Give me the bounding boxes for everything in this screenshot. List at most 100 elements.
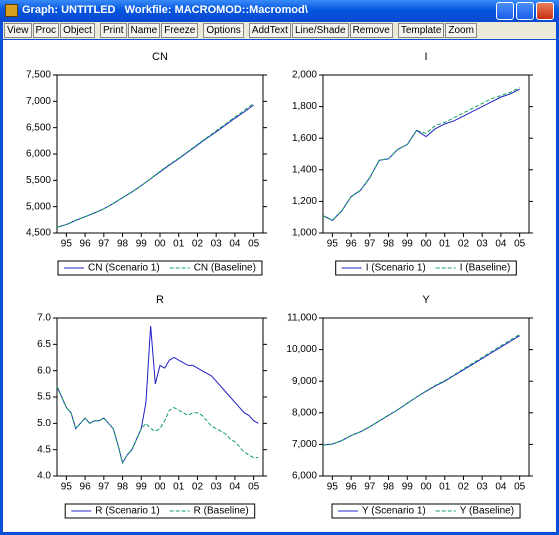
x-tick-label: 97 — [98, 239, 110, 250]
x-tick-label: 05 — [514, 482, 526, 493]
legend-label: I (Scenario 1) — [366, 263, 426, 274]
x-tick-label: 03 — [477, 239, 489, 250]
y-tick-label: 7,500 — [26, 70, 51, 81]
x-tick-label: 02 — [192, 239, 204, 250]
toolbar-button[interactable]: Line/Shade — [291, 23, 349, 38]
close-button[interactable] — [536, 2, 554, 20]
toolbar-button[interactable]: Object — [60, 23, 95, 38]
legend-label: CN (Baseline) — [194, 263, 256, 274]
x-tick-label: 04 — [229, 482, 241, 493]
x-tick-label: 00 — [420, 482, 432, 493]
series-line — [322, 87, 520, 221]
y-tick-label: 9,000 — [292, 376, 317, 387]
x-tick-label: 95 — [61, 239, 73, 250]
legend-label: Y (Scenario 1) — [362, 506, 426, 517]
x-tick-label: 04 — [229, 239, 241, 250]
x-tick-label: 00 — [154, 482, 166, 493]
chart-title: CN — [152, 51, 168, 63]
x-tick-label: 02 — [458, 482, 470, 493]
x-tick-label: 01 — [173, 239, 185, 250]
y-tick-label: 6.5 — [37, 339, 51, 350]
legend-box — [335, 260, 517, 276]
x-tick-label: 00 — [420, 239, 432, 250]
legend: CN (Scenario 1) CN (Baseline) — [57, 260, 263, 276]
x-tick-label: 97 — [98, 482, 110, 493]
y-tick-label: 1,600 — [292, 133, 317, 144]
series-line — [322, 334, 520, 446]
x-tick-label: 02 — [458, 239, 470, 250]
x-tick-label: 99 — [402, 482, 414, 493]
toolbar-button[interactable]: Remove — [349, 23, 393, 38]
x-tick-label: 01 — [173, 482, 185, 493]
y-tick-label: 1,000 — [292, 228, 317, 239]
x-tick-label: 95 — [327, 239, 339, 250]
toolbar-button[interactable]: Options — [203, 23, 244, 38]
x-tick-label: 05 — [248, 482, 260, 493]
y-tick-label: 2,000 — [292, 70, 317, 81]
maximize-button[interactable] — [516, 2, 534, 20]
legend-label: Y (Baseline) — [460, 506, 514, 517]
y-tick-label: 1,200 — [292, 196, 317, 207]
x-tick-label: 96 — [346, 239, 358, 250]
x-tick-label: 02 — [192, 482, 204, 493]
x-tick-label: 03 — [477, 482, 489, 493]
x-tick-label: 00 — [154, 239, 166, 250]
legend-label: R (Scenario 1) — [95, 506, 159, 517]
x-tick-label: 96 — [80, 239, 92, 250]
y-tick-label: 6.0 — [37, 365, 51, 376]
x-tick-label: 01 — [439, 482, 451, 493]
x-tick-label: 97 — [364, 239, 376, 250]
x-tick-label: 01 — [439, 239, 451, 250]
legend: R (Scenario 1) R (Baseline) — [64, 503, 256, 519]
x-tick-label: 04 — [495, 239, 507, 250]
toolbar-button[interactable]: Print — [99, 23, 127, 38]
y-tick-label: 4.0 — [37, 471, 51, 482]
toolbar: View Proc Object Print Name Freeze Options AddT… — [3, 22, 556, 39]
y-tick-label: 8,000 — [292, 407, 317, 418]
plot-frame — [56, 74, 264, 234]
y-tick-label: 1,400 — [292, 164, 317, 175]
legend: I (Scenario 1) I (Baseline) — [335, 260, 517, 276]
title-bar: Graph: UNTITLED Workfile: MACROMOD::Macr… — [0, 0, 559, 22]
x-tick-label: 98 — [117, 482, 129, 493]
minimize-button[interactable] — [496, 2, 514, 20]
series-line — [56, 104, 254, 228]
x-tick-label: 99 — [136, 239, 148, 250]
series-line — [56, 325, 259, 465]
x-tick-label: 05 — [248, 239, 260, 250]
chart-title: Y — [422, 294, 430, 306]
y-tick-label: 5,500 — [26, 175, 51, 186]
x-tick-label: 96 — [80, 482, 92, 493]
x-tick-label: 95 — [327, 482, 339, 493]
toolbar-button[interactable]: Proc — [32, 23, 60, 38]
y-tick-label: 7.0 — [37, 313, 51, 324]
y-tick-label: 4.5 — [37, 444, 51, 455]
toolbar-button[interactable]: Name — [127, 23, 161, 38]
legend-box — [57, 260, 263, 276]
y-tick-label: 5.5 — [37, 392, 51, 403]
y-tick-label: 6,000 — [292, 471, 317, 482]
legend: Y (Scenario 1) Y (Baseline) — [331, 503, 521, 519]
legend-label: R (Baseline) — [194, 506, 249, 517]
legend-label: CN (Scenario 1) — [88, 263, 160, 274]
y-tick-label: 4,500 — [26, 228, 51, 239]
toolbar-button[interactable]: AddText — [248, 23, 291, 38]
legend-box — [331, 503, 521, 519]
series-line — [322, 88, 520, 221]
y-tick-label: 5.0 — [37, 418, 51, 429]
toolbar-button[interactable]: View — [4, 23, 32, 38]
y-tick-label: 7,000 — [292, 439, 317, 450]
app-icon — [5, 4, 18, 17]
window-title: Graph: UNTITLED Workfile: MACROMOD::Macr… — [22, 4, 308, 16]
x-tick-label: 95 — [61, 482, 73, 493]
plot-frame — [56, 317, 264, 477]
x-tick-label: 98 — [383, 482, 395, 493]
toolbar-button[interactable]: Freeze — [161, 23, 199, 38]
chart-title: I — [424, 51, 427, 63]
toolbar-button[interactable]: Zoom — [445, 23, 477, 38]
chart-title: R — [156, 294, 164, 306]
toolbar-button[interactable]: Template — [397, 23, 445, 38]
series-line — [56, 386, 259, 465]
